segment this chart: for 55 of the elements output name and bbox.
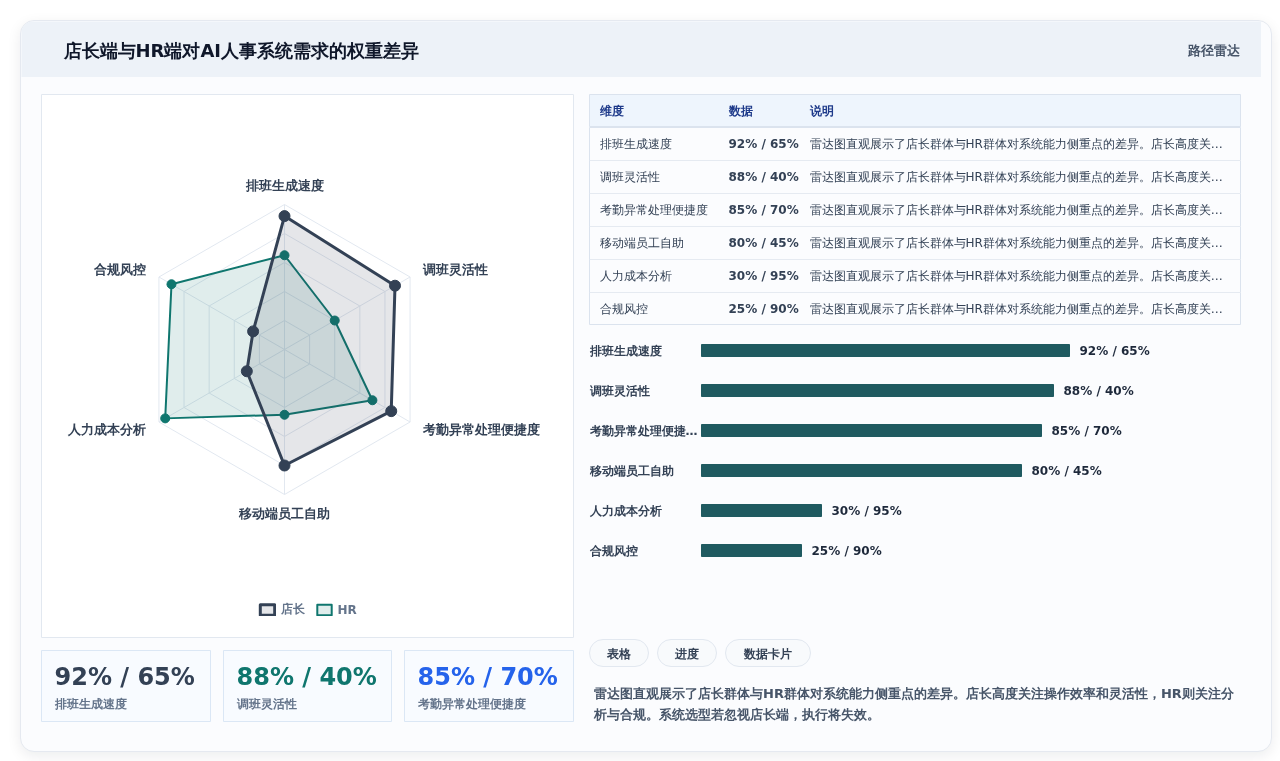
y-tick-label: 调班灵活性 [588, 383, 650, 398]
data-label: 80% / 45% [1031, 463, 1102, 478]
text: 数据卡片 [725, 639, 811, 667]
spoke-label: 人力成本分析 [67, 421, 147, 437]
spoke-label: 移动端员工自助 [238, 506, 330, 522]
y-tick-label: 移动端员工自助 [588, 463, 674, 478]
text: 25% / 90% [728, 302, 799, 316]
text: 说明 [808, 104, 834, 118]
bar [701, 504, 822, 517]
bar [701, 424, 1042, 437]
text: 92% / 65% [728, 137, 799, 151]
text: 88% / 40% [728, 170, 799, 184]
spoke-label: 考勤异常处理便捷度 [421, 421, 540, 437]
text: 店长端与HR端对AI人事系统需求的权重差异 [62, 40, 420, 61]
y-tick-label: 排班生成速度 [588, 343, 662, 358]
spoke-label: 合规风控 [93, 262, 147, 278]
text: 雷达图直观展示了店长群体与HR群体对系统能力侧重点的差异。店长高度关… [809, 170, 1223, 184]
bar [701, 544, 802, 557]
bar [701, 464, 1022, 477]
data-label: 88% / 40% [1063, 383, 1134, 398]
text: 雷达图直观展示了店长群体与HR群体对系统能力侧重点的差异。店长高度关… [809, 203, 1223, 217]
text: 92% / 65% [54, 662, 195, 691]
text: 30% / 95% [728, 269, 799, 283]
y-tick-label: 合规风控 [588, 543, 638, 558]
text: 进度 [657, 639, 717, 667]
text: 排班生成速度 [53, 696, 127, 711]
spoke-label: 调班灵活性 [421, 262, 488, 278]
data-label: 25% / 90% [811, 543, 882, 558]
text: 维度 [598, 104, 624, 118]
legend-label: 店长 [280, 601, 305, 618]
text: 调班灵活性 [235, 696, 297, 711]
text: 80% / 45% [728, 236, 799, 250]
text: 考勤异常处理便捷度 [416, 696, 526, 711]
bar [701, 344, 1070, 357]
text: 雷达图直观展示了店长群体与HR群体对系统能力侧重点的差异。店长高度关… [809, 269, 1223, 283]
text: 雷达图直观展示了店长群体与HR群体对系统能力侧重点的差异。店长高度关… [809, 302, 1223, 316]
text: 雷达图直观展示了店长群体与HR群体对系统能力侧重点的差异。店长高度关… [809, 236, 1223, 250]
text: 雷达图直观展示了店长群体与HR群体对系统能力侧重点的差异。店长高度关… [809, 137, 1223, 151]
legend-label: HR [337, 602, 358, 617]
text: 表格 [589, 639, 649, 667]
bar [701, 384, 1054, 397]
text: 85% / 70% [728, 203, 799, 217]
text: 移动端员工自助 [599, 236, 684, 250]
data-label: 30% / 95% [831, 503, 902, 518]
data-label: 92% / 65% [1079, 343, 1150, 358]
text: 考勤异常处理便捷度 [599, 203, 708, 217]
text: 85% / 70% [417, 662, 558, 691]
text: 数据 [727, 104, 753, 118]
text: 路径雷达 [1186, 43, 1241, 58]
text: 88% / 40% [236, 662, 377, 691]
y-tick-label: 考勤异常处理便捷… [588, 423, 698, 438]
spoke-label: 排班生成速度 [244, 177, 324, 193]
data-label: 85% / 70% [1051, 423, 1122, 438]
y-tick-label: 人力成本分析 [588, 503, 662, 518]
text: 雷达图直观展示了店长群体与HR群体对系统能力侧重点的差异。店长高度关注操作效率和灵活性，HR则关注分析与合规。系统选型若忽视店长端，执行将失效。 [594, 685, 1235, 724]
